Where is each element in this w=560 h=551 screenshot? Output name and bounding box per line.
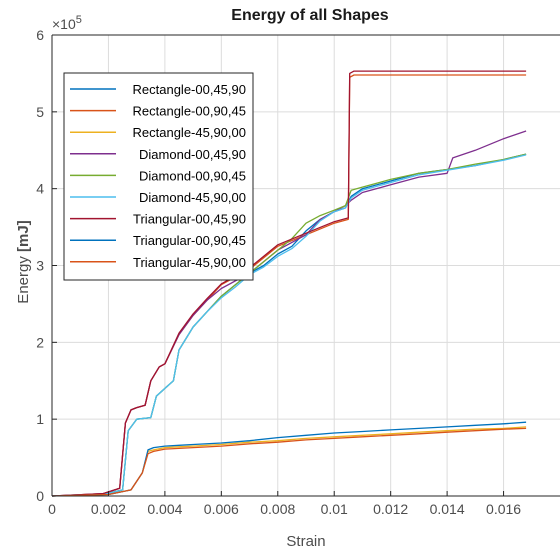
x-tick-label: 0.008 (260, 501, 295, 517)
legend-entry: Diamond-00,90,45 (139, 168, 246, 183)
chart-title: Energy of all Shapes (231, 7, 388, 24)
y-tick-label: 5 (36, 104, 44, 120)
y-exponent-label: ×105 (52, 14, 82, 32)
x-tick-label: 0.016 (486, 501, 521, 517)
x-tick-labels: 0 0.002 0.004 0.006 0.008 0.01 0.012 0.014 0.016 (48, 491, 521, 517)
legend-box (63, 72, 254, 281)
legend-entry: Diamond-45,90,00 (139, 190, 246, 205)
x-tick-label: 0.01 (321, 501, 348, 517)
series-line-9 (51, 427, 527, 497)
y-tick-label: 3 (36, 258, 44, 274)
y-tick-label: 6 (36, 27, 44, 43)
x-tick-label: 0.014 (430, 501, 465, 517)
y-axis-label-unit: [mJ] (15, 220, 32, 252)
y-axis-label-text: Energy (15, 252, 32, 304)
legend-entry: Rectangle-45,90,00 (133, 125, 246, 140)
legend-entry: Rectangle-00,45,90 (133, 82, 246, 97)
y-axis-label: Energy [mJ] (15, 220, 32, 303)
y-tick-label: 1 (36, 411, 44, 427)
y-exponent-power: 5 (76, 14, 82, 26)
legend-items: Rectangle-00,45,90 Rectangle-00,90,45 Rect… (70, 82, 246, 270)
series-line-6 (51, 154, 527, 497)
series-line-7 (51, 70, 527, 497)
x-tick-label: 0.004 (147, 501, 182, 517)
y-tick-label: 4 (36, 181, 44, 197)
legend-entry: Diamond-00,45,90 (139, 147, 246, 162)
x-axis-label: Strain (286, 533, 325, 550)
y-exponent-base: ×10 (52, 16, 76, 32)
legend: Rectangle-00,45,90 Rectangle-00,90,45 Rect… (63, 72, 254, 281)
y-tick-label: 0 (36, 488, 44, 504)
y-tick-label: 2 (36, 334, 44, 350)
y-tick-labels: 0 1 2 3 4 5 6 (36, 27, 57, 504)
legend-entry: Rectangle-00,90,45 (133, 104, 246, 119)
x-tick-label: 0.002 (91, 501, 126, 517)
legend-entry: Triangular-45,90,00 (133, 255, 246, 270)
x-tick-label: 0.012 (373, 501, 408, 517)
legend-entry: Triangular-00,45,90 (133, 212, 246, 227)
x-tick-label: 0.006 (204, 501, 239, 517)
legend-entry: Triangular-00,90,45 (133, 233, 246, 248)
x-tick-label: 0 (48, 501, 56, 517)
